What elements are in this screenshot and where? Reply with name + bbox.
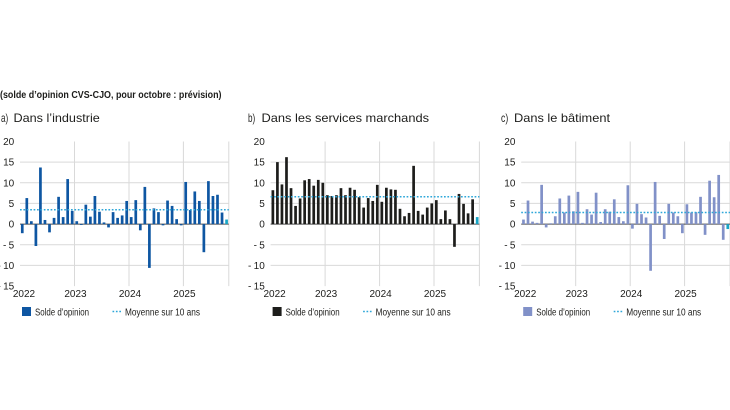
svg-text:-: - <box>254 240 257 251</box>
svg-text:20: 20 <box>3 137 15 148</box>
svg-text:5: 5 <box>9 199 15 210</box>
svg-text:Moyenne sur 10 ans: Moyenne sur 10 ans <box>376 308 451 319</box>
svg-text:-: - <box>499 282 502 293</box>
svg-text:Dans l’industrie: Dans l’industrie <box>14 111 101 125</box>
svg-text:2025: 2025 <box>173 289 196 300</box>
svg-text:Dans les services marchands: Dans les services marchands <box>262 111 430 125</box>
svg-text:15: 15 <box>504 158 516 169</box>
svg-text:5: 5 <box>9 240 15 251</box>
svg-text:10: 10 <box>504 178 516 189</box>
svg-text:5: 5 <box>259 199 265 210</box>
svg-text:2022: 2022 <box>263 289 286 300</box>
svg-text:-: - <box>499 261 502 272</box>
svg-text:2022: 2022 <box>514 289 537 300</box>
svg-text:10: 10 <box>3 178 15 189</box>
svg-text:0: 0 <box>9 220 15 231</box>
svg-text:2024: 2024 <box>369 289 392 300</box>
svg-text:5: 5 <box>510 240 516 251</box>
svg-text:-: - <box>248 282 251 293</box>
svg-text:5: 5 <box>259 240 265 251</box>
svg-text:5: 5 <box>510 199 516 210</box>
svg-text:15: 15 <box>254 158 266 169</box>
svg-text:Solde d’opinion: Solde d’opinion <box>536 308 590 319</box>
svg-text:2024: 2024 <box>119 289 142 300</box>
svg-text:Solde d’opinion: Solde d’opinion <box>286 308 340 319</box>
svg-text:Moyenne sur 10 ans: Moyenne sur 10 ans <box>125 308 200 319</box>
svg-text:20: 20 <box>254 137 266 148</box>
svg-text:2025: 2025 <box>674 289 697 300</box>
svg-text:a): a) <box>1 111 8 125</box>
svg-text:15: 15 <box>254 282 266 293</box>
svg-text:-: - <box>0 261 1 272</box>
svg-text:0: 0 <box>510 220 516 231</box>
svg-text:10: 10 <box>254 261 266 272</box>
svg-text:c): c) <box>501 111 508 125</box>
svg-text:10: 10 <box>254 178 266 189</box>
svg-text:Dans le bâtiment: Dans le bâtiment <box>514 111 611 125</box>
svg-text:Solde d’opinion: Solde d’opinion <box>35 308 89 319</box>
svg-text:0: 0 <box>259 220 265 231</box>
svg-text:15: 15 <box>504 282 516 293</box>
svg-text:15: 15 <box>3 282 15 293</box>
svg-text:2023: 2023 <box>315 289 338 300</box>
svg-text:2023: 2023 <box>566 289 589 300</box>
svg-text:-: - <box>3 240 6 251</box>
svg-text:-: - <box>504 240 507 251</box>
svg-text:-: - <box>0 282 1 293</box>
svg-text:2022: 2022 <box>13 289 36 300</box>
svg-text:2025: 2025 <box>424 289 447 300</box>
svg-text:-: - <box>248 261 251 272</box>
svg-text:2024: 2024 <box>620 289 643 300</box>
svg-text:10: 10 <box>3 261 15 272</box>
svg-text:(solde d’opinion CVS-CJO, pour: (solde d’opinion CVS-CJO, pour octobre :… <box>0 90 222 101</box>
svg-text:Moyenne sur 10 ans: Moyenne sur 10 ans <box>626 308 701 319</box>
svg-text:15: 15 <box>3 158 15 169</box>
svg-text:20: 20 <box>504 137 516 148</box>
svg-text:b): b) <box>248 111 255 125</box>
svg-text:2023: 2023 <box>64 289 87 300</box>
svg-text:10: 10 <box>504 261 516 272</box>
